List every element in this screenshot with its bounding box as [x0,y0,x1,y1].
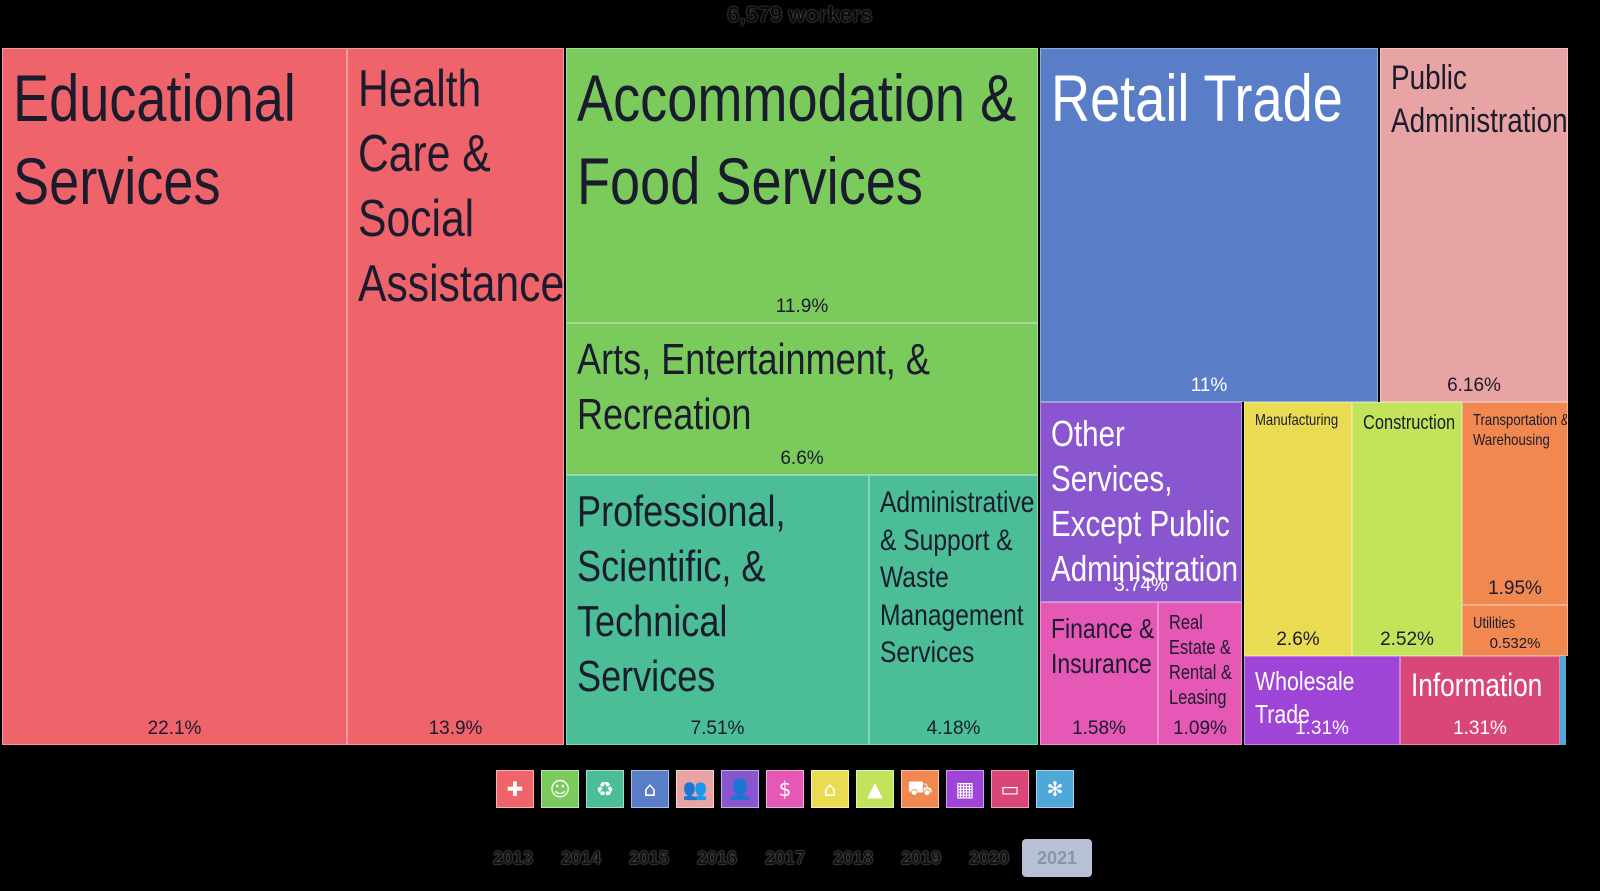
treemap-tile[interactable]: Manufacturing 2.6% [1244,402,1352,656]
tile-label: Finance & Insurance [1051,613,1155,679]
tile-label: Professional, Scientific, & Technical Se… [577,487,786,701]
treemap-tile[interactable]: Construction 2.52% [1352,402,1462,656]
tile-percent: 6.6% [780,448,824,469]
treemap-tile[interactable]: Retail Trade 11% [1040,48,1378,402]
chart-title: 6,579 workers [727,2,873,27]
person-icon[interactable]: 👤 [721,770,759,808]
year-button[interactable]: 2015 [628,847,670,868]
tile-label: Information [1411,667,1543,703]
treemap-tile[interactable]: Information 1.31% [1400,656,1560,745]
tile-label: Public Administration [1391,59,1568,140]
tile-label: Educational Services [13,61,296,218]
tile-label: Utilities [1473,615,1516,632]
tile-percent: 2.6% [1276,629,1320,650]
treemap-tile[interactable]: Transportation & Warehousing 1.95% [1462,402,1568,605]
recycle-icon[interactable]: ♻ [586,770,624,808]
treemap-tile[interactable]: Wholesale Trade 1.31% [1244,656,1400,745]
treemap-tile[interactable]: Real Estate & Rental & Leasing 1.09% [1158,602,1242,745]
year-button[interactable]: 2013 [492,847,534,868]
tile-label: Real Estate & Rental & Leasing [1169,612,1232,709]
treemap-tile[interactable]: Health Care & Social Assistance 13.9% [347,48,564,745]
theater-masks-icon[interactable]: ☺ [541,770,579,808]
treemap-tile[interactable]: Professional, Scientific, & Technical Se… [566,475,869,745]
year-button[interactable]: 2014 [560,847,602,868]
treemap-tile[interactable]: Utilities 0.532% [1462,605,1568,656]
tile-percent: 1.31% [1295,718,1349,739]
treemap-tile[interactable]: Educational Services 22.1% [2,48,347,745]
year-button[interactable]: 2019 [900,847,942,868]
health-cross-icon[interactable]: ✚ [496,770,534,808]
storefront-icon[interactable]: ⌂ [631,770,669,808]
tile-percent: 13.9% [428,718,483,739]
tile-percent: 0.532% [1489,635,1541,652]
treemap-tile[interactable]: Public Administration 6.16% [1380,48,1568,402]
factory-icon[interactable]: ⌂ [811,770,849,808]
year-button[interactable]: 2021 [1022,839,1092,877]
laptop-icon[interactable]: ▭ [991,770,1029,808]
tile-label: Transportation & Warehousing [1473,412,1568,449]
treemap-tile[interactable]: Finance & Insurance 1.58% [1040,602,1158,745]
tile-percent: 22.1% [147,718,202,739]
year-selector: 2013 2014 2015 2016 2017 2018 2019 2020 2021 [0,839,1600,879]
industry-icon-bar: ✚ ☺ ♻ ⌂ 👥 👤 $ ⌂ ▲ ⛟ ▦ ▭ ✻ [0,770,1600,810]
tile-label: Other Services, Except Public Administra… [1051,413,1239,589]
tile-percent: 2.52% [1380,629,1434,650]
tile-label: Administrative & Support & Waste Managem… [880,486,1035,669]
tile-label: Arts, Entertainment, & Recreation [577,335,930,439]
wheat-icon[interactable]: ✻ [1036,770,1074,808]
money-house-icon[interactable]: $ [766,770,804,808]
tile-percent: 1.95% [1488,578,1542,599]
treemap-tile-sliver[interactable] [1560,656,1566,745]
tile-percent: 3.74% [1114,575,1168,596]
tile-percent: 6.16% [1447,375,1501,396]
truck-icon[interactable]: ⛟ [901,770,939,808]
tile-percent: 11% [1190,375,1228,396]
tile-percent: 4.18% [926,718,981,739]
tile-label: Accommodation & Food Services [577,61,1017,218]
tile-label: Health Care & Social Assistance [358,60,564,313]
year-button[interactable]: 2020 [968,847,1010,868]
tile-label: Retail Trade [1051,61,1343,135]
tile-label: Wholesale Trade [1255,666,1355,729]
year-button[interactable]: 2016 [696,847,738,868]
year-button[interactable]: 2017 [764,847,806,868]
treemap-tile[interactable]: Administrative & Support & Waste Managem… [869,475,1038,745]
year-button[interactable]: 2018 [832,847,874,868]
tile-label: Manufacturing [1255,412,1339,429]
treemap-tile[interactable]: Accommodation & Food Services 11.9% [566,48,1038,323]
boxes-icon[interactable]: ▦ [946,770,984,808]
tile-label: Construction [1363,412,1456,434]
traffic-cone-icon[interactable]: ▲ [856,770,894,808]
treemap-tile[interactable]: Other Services, Except Public Administra… [1040,402,1242,602]
tile-percent: 11.9% [775,296,829,317]
tile-percent: 1.58% [1072,718,1126,739]
tile-percent: 1.09% [1173,718,1227,739]
tile-percent: 1.31% [1453,718,1507,739]
tile-percent: 7.51% [690,718,745,739]
treemap-tile[interactable]: Arts, Entertainment, & Recreation 6.6% [566,323,1038,475]
people-icon[interactable]: 👥 [676,770,714,808]
